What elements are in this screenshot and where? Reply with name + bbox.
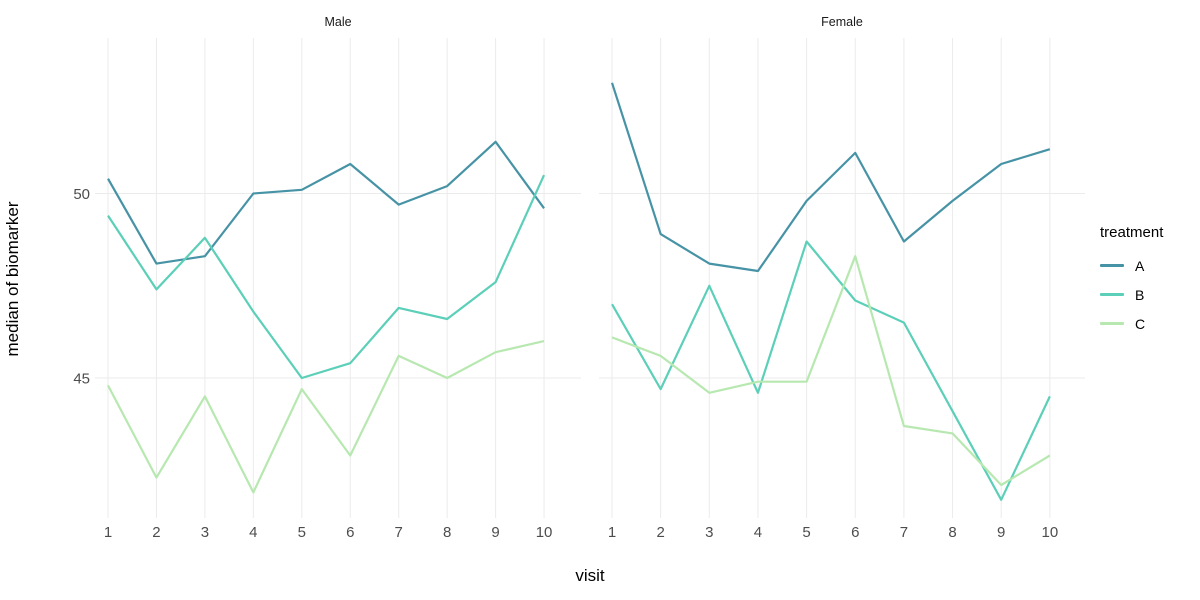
line-male-C — [107, 340, 545, 494]
legend-swatch-A — [1100, 264, 1124, 267]
x-tick-label: 7 — [395, 524, 403, 541]
facet-label-female: Female — [821, 15, 863, 29]
x-tick-label: 6 — [346, 524, 354, 541]
y-tick-label: 45 — [73, 371, 90, 388]
legend-title: treatment — [1100, 224, 1164, 241]
x-tick-label: 9 — [491, 524, 499, 541]
legend-label: B — [1135, 286, 1145, 303]
legend-label: A — [1135, 257, 1145, 274]
x-tick-label: 1 — [608, 524, 616, 541]
x-tick-label: 9 — [997, 524, 1005, 541]
x-tick-label: 8 — [948, 524, 956, 541]
x-tick-label: 2 — [152, 524, 160, 541]
x-tick-label: 10 — [536, 524, 553, 541]
x-axis-title: visit — [575, 566, 605, 585]
y-axis-title: median of biomarker — [3, 201, 22, 357]
x-tick-label: 10 — [1042, 524, 1059, 541]
x-tick-label: 6 — [851, 524, 859, 541]
legend-swatch-C — [1100, 322, 1124, 325]
y-tick-label: 50 — [73, 186, 90, 203]
line-female-C — [611, 255, 1051, 487]
line-female-B — [611, 240, 1051, 501]
x-tick-label: 4 — [249, 524, 257, 541]
x-tick-label: 5 — [802, 524, 810, 541]
legend-label: C — [1135, 315, 1146, 332]
legend-swatch-B — [1100, 293, 1124, 296]
line-female-A — [610, 82, 1051, 273]
line-male-B — [107, 174, 546, 380]
x-tick-label: 1 — [104, 524, 112, 541]
x-tick-label: 4 — [754, 524, 762, 541]
legend-entry-A: A — [1100, 251, 1163, 280]
x-tick-label: 2 — [656, 524, 664, 541]
legend-entry-B: B — [1100, 280, 1163, 309]
facet-label-male: Male — [324, 15, 352, 29]
x-tick-label: 8 — [443, 524, 451, 541]
x-tick-label: 3 — [201, 524, 209, 541]
x-tick-label: 7 — [900, 524, 908, 541]
line-male-A — [107, 140, 545, 265]
x-tick-label: 5 — [298, 524, 306, 541]
x-tick-label: 3 — [705, 524, 713, 541]
legend-entry-C: C — [1100, 309, 1163, 338]
